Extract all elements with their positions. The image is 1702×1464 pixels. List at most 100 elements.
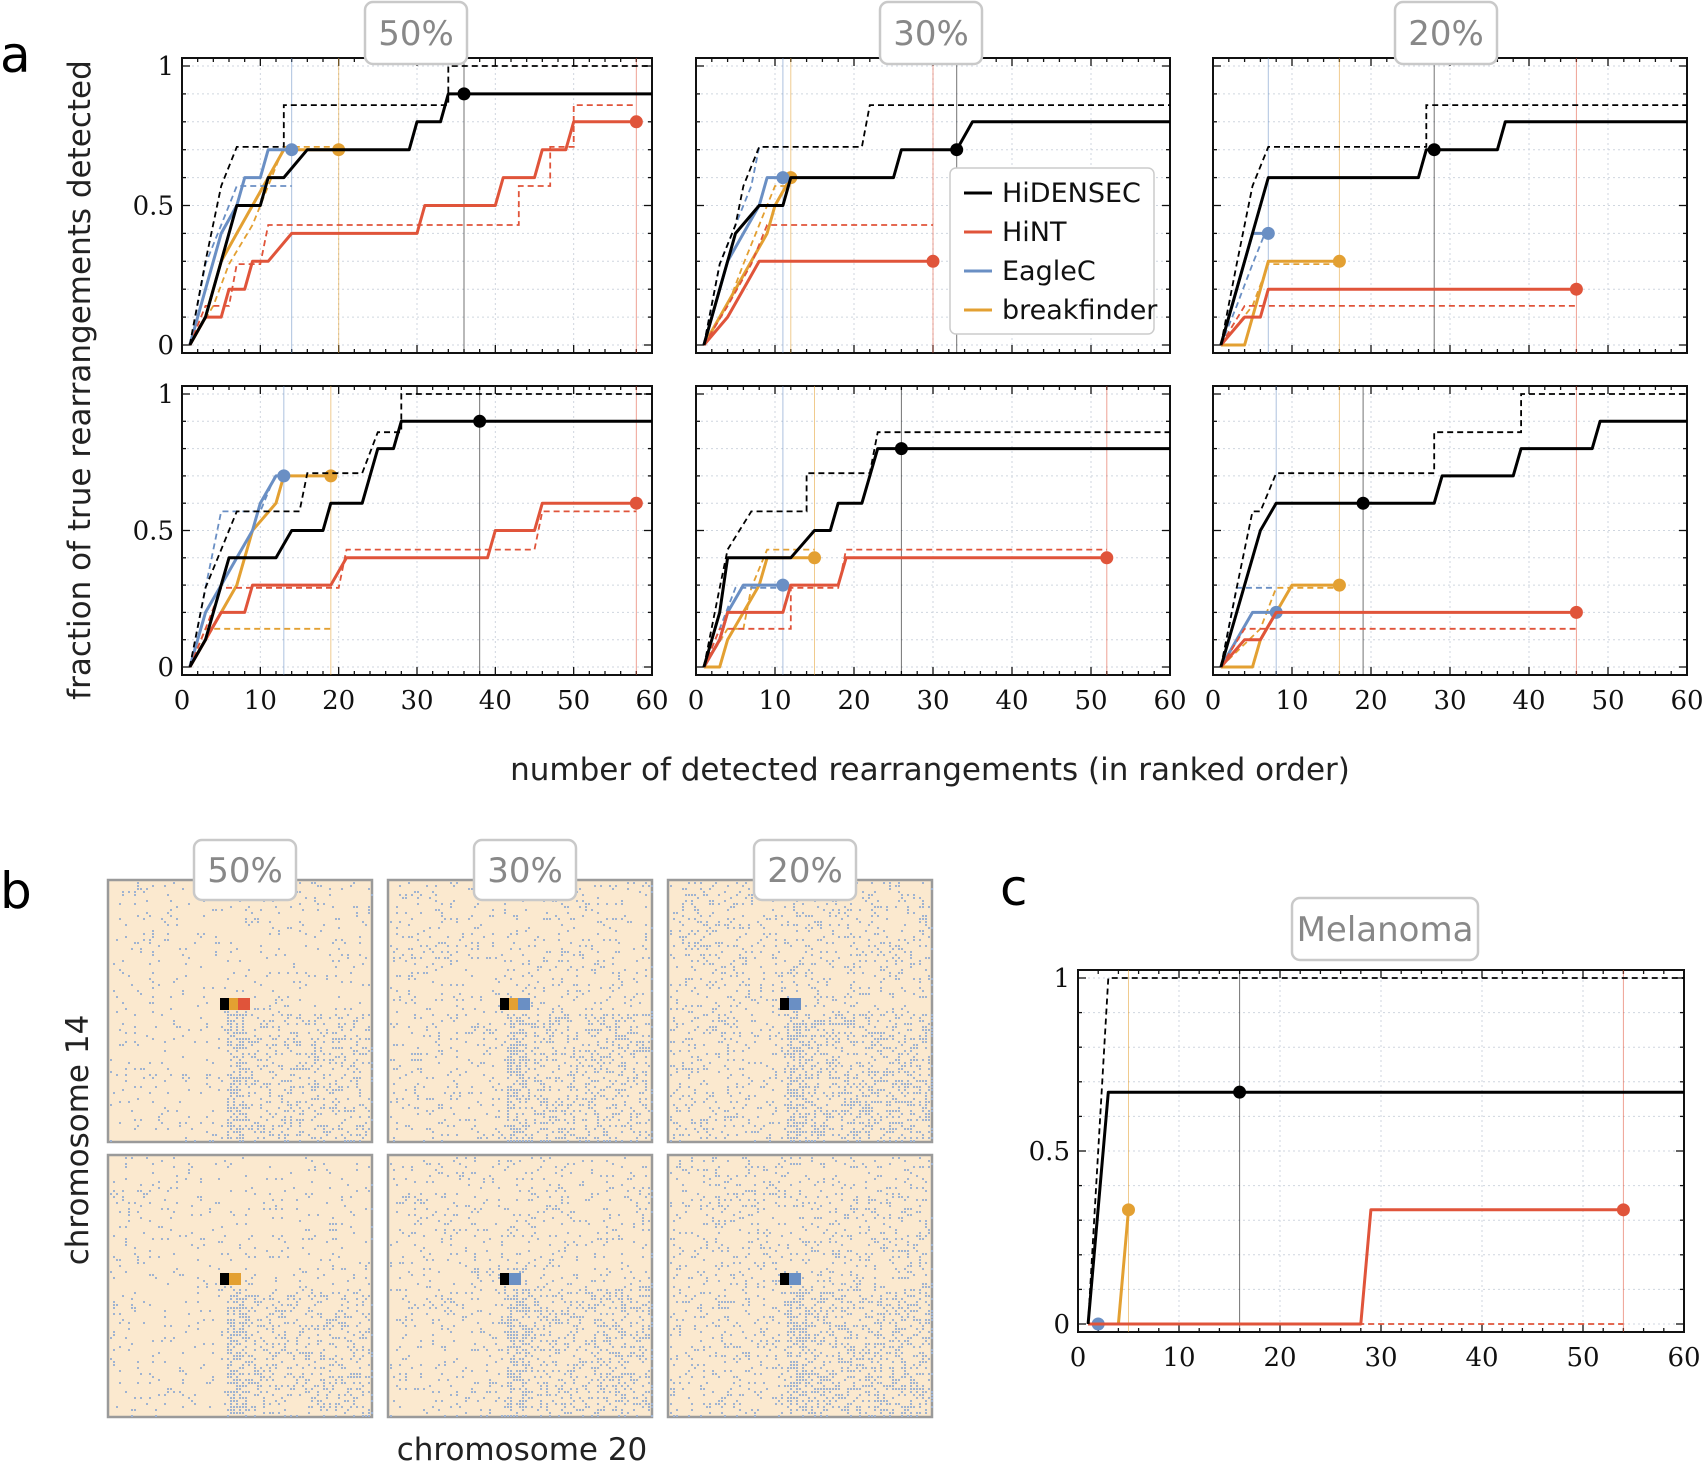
legend-label-eaglec: EagleC [1002, 256, 1096, 287]
x-tick-label: 30 [1364, 1343, 1397, 1373]
marker-breakfinder [1332, 578, 1346, 592]
panel-label-b: b [0, 862, 32, 920]
series-breakfinder-dashed [703, 185, 791, 346]
plot-a-top-20: 20% [1212, 0, 1688, 354]
plot-a-bot-20: 0 10 20 30 40 50 60 [1205, 385, 1702, 716]
x-tick-label: 40 [1512, 686, 1545, 716]
x-tick-label: 0 [174, 686, 191, 716]
series-hint-dashed [188, 104, 637, 346]
heatmap-1-2 [666, 1153, 934, 1419]
legend-label-hidensec: HiDENSEC [1002, 178, 1141, 209]
series-hidensec-dashed [1220, 104, 1687, 346]
legend: HiDENSEC HiNT EagleC breakfinder [949, 167, 1158, 335]
x-tick-label: 50 [1074, 686, 1107, 716]
marker-eaglec [285, 143, 299, 157]
x-tick-label: 30 [916, 686, 949, 716]
series-hint-dashed [1220, 305, 1577, 346]
x-tick-label: 50 [557, 686, 590, 716]
heatmap-0-1 [386, 878, 654, 1144]
a-x-axis-label: number of detected rearrangements (in ra… [510, 752, 1350, 788]
series-hint-solid [1088, 1208, 1624, 1326]
series-hint-dashed [703, 224, 933, 346]
b-y-axis-label: chromosome 14 [60, 1015, 96, 1266]
series-hidensec-dashed [703, 431, 1170, 668]
x-tick-label: 20 [322, 686, 355, 716]
marker-hidensec [1356, 496, 1370, 510]
heatmap-marker-eaglec [789, 998, 801, 1010]
plot-title: 50% [378, 14, 454, 54]
x-tick-label: 10 [1275, 686, 1308, 716]
series-breakfinder-solid [1220, 259, 1340, 347]
marker-hint [629, 115, 643, 129]
series-hint-solid [702, 259, 933, 346]
heatmap-0-2 [666, 878, 934, 1144]
heatmap-1-1 [386, 1153, 654, 1419]
y-tick-label: 0 [157, 653, 174, 683]
b-x-axis-label: chromosome 20 [397, 1432, 648, 1464]
heatmap-marker-hint [238, 998, 250, 1010]
marker-hint [1569, 605, 1583, 619]
plot-title: 20% [1408, 14, 1484, 54]
x-tick-label: 0 [688, 686, 705, 716]
series-eaglec-dashed [1220, 224, 1270, 346]
marker-hidensec [457, 87, 471, 101]
y-tick-label: 0.5 [1029, 1137, 1070, 1167]
heatmap-title: 20% [767, 851, 843, 891]
heatmap-title-0: 50% [192, 838, 298, 902]
series-eaglec-solid [188, 148, 292, 346]
series-hint-solid [702, 556, 1107, 668]
series-hint-dashed [1220, 627, 1577, 668]
y-tick-label: 0.5 [133, 517, 174, 547]
heatmap-title-2: 20% [752, 838, 858, 902]
a-y-axis-label: fraction of true rearrangements detected [62, 60, 98, 700]
panel-label-a: a [0, 26, 31, 84]
marker-hint [1569, 282, 1583, 296]
y-tick-label: 1 [157, 380, 174, 410]
heatmap-marker-eaglec [518, 998, 530, 1010]
heatmap-title: 50% [207, 851, 283, 891]
x-tick-label: 50 [1566, 1343, 1599, 1373]
title-box [752, 838, 858, 902]
title-box [1393, 0, 1499, 66]
marker-eaglec [776, 171, 790, 185]
series-hint-solid [1219, 610, 1577, 668]
x-tick-label: 10 [244, 686, 277, 716]
plot-title: Melanoma [1297, 910, 1474, 950]
series-hidensec-solid [188, 419, 652, 668]
series-hidensec-dashed [188, 65, 652, 346]
x-tick-label: 20 [1263, 1343, 1296, 1373]
series-hidensec-solid [702, 447, 1170, 668]
marker-eaglec [776, 578, 790, 592]
title-box [472, 838, 578, 902]
series-breakfinder-dashed [1220, 586, 1340, 668]
x-tick-label: 20 [1354, 686, 1387, 716]
plot-a-bot-30: 0 10 20 30 40 50 60 [688, 385, 1187, 716]
plot-a-bot-50: 0 10 20 30 40 50 60 0 0.5 1 [133, 380, 669, 716]
series-hidensec-dashed [188, 393, 652, 668]
marker-hidensec [1427, 143, 1441, 157]
marker-breakfinder [1332, 254, 1346, 268]
x-tick-label: 60 [1667, 1343, 1700, 1373]
series-hidensec-dashed [703, 104, 1170, 346]
series-hidensec-dashed [1087, 977, 1684, 1325]
plot-a-top-50: 0 0.5 1 50% [133, 0, 653, 361]
title-box [878, 0, 984, 66]
series-hint-solid [1219, 287, 1577, 346]
legend-label-breakfinder: breakfinder [1002, 295, 1158, 326]
marker-eaglec [1261, 226, 1275, 240]
x-tick-label: 40 [995, 686, 1028, 716]
marker-hint [629, 496, 643, 510]
series-eaglec-solid [188, 474, 284, 668]
x-tick-label: 0 [1070, 1343, 1087, 1373]
y-tick-label: 0 [1053, 1310, 1070, 1340]
plot-title: 30% [893, 14, 969, 54]
x-tick-label: 40 [1465, 1343, 1498, 1373]
legend-box [949, 167, 1155, 335]
series-hidensec-solid [188, 92, 652, 346]
x-tick-label: 0 [1205, 686, 1222, 716]
x-tick-label: 10 [1162, 1343, 1195, 1373]
y-tick-label: 0.5 [133, 192, 174, 222]
y-tick-label: 1 [1053, 964, 1070, 994]
marker-breakfinder [808, 551, 821, 565]
series-hidensec-dashed [1220, 393, 1687, 668]
